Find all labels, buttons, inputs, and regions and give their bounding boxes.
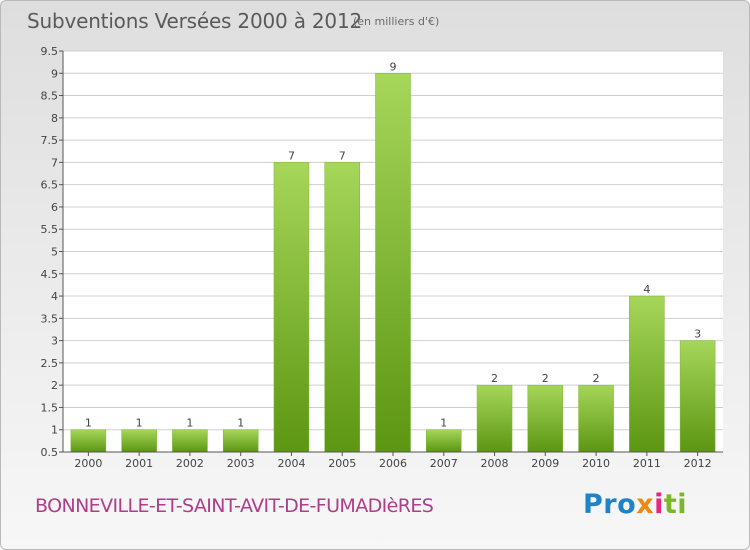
- y-tick-label: 8.5: [41, 90, 59, 103]
- y-tick-label: 1.5: [41, 401, 59, 414]
- x-tick-label: 2004: [277, 457, 305, 470]
- data-label: 2: [593, 372, 600, 385]
- y-tick-label: 9: [51, 67, 58, 80]
- bar: [375, 73, 411, 453]
- data-label: 7: [288, 149, 295, 162]
- y-tick-label: 4: [51, 290, 58, 303]
- axes: [59, 50, 723, 456]
- x-tick-label: 2006: [379, 457, 407, 470]
- logo-part: Pro: [583, 489, 637, 520]
- bar: [629, 295, 665, 453]
- y-tick-label: 1: [51, 424, 58, 437]
- y-tick-label: 7.5: [41, 134, 59, 147]
- x-tick-label: 2009: [531, 457, 559, 470]
- y-tick-label: 3: [51, 335, 58, 348]
- x-tick-label: 2005: [328, 457, 356, 470]
- bar: [222, 429, 259, 453]
- y-tick-label: 4.5: [41, 268, 59, 281]
- x-tick-label: 2000: [74, 457, 102, 470]
- x-tick-label: 2010: [582, 457, 610, 470]
- x-tick-label: 2012: [684, 457, 712, 470]
- chart-title: Subventions Versées 2000 à 2012: [27, 9, 363, 33]
- bar: [324, 162, 360, 453]
- y-tick-label: 2: [51, 379, 58, 392]
- bars: [70, 73, 716, 453]
- data-label: 1: [440, 417, 447, 430]
- proxiti-logo[interactable]: Proxiti: [583, 489, 687, 520]
- bar: [273, 162, 310, 453]
- bar: [172, 429, 208, 453]
- bar: [476, 384, 513, 453]
- bar: [70, 429, 107, 453]
- data-label: 7: [339, 149, 346, 162]
- y-tick-label: 3.5: [41, 312, 59, 325]
- bar: [679, 340, 716, 453]
- data-label: 1: [237, 417, 244, 430]
- y-tick-label: 9.5: [41, 45, 59, 58]
- chart-unit: (en milliers d'€): [353, 15, 440, 28]
- data-label: 3: [694, 328, 701, 341]
- x-tick-label: 2003: [227, 457, 255, 470]
- y-tick-label: 5.5: [41, 223, 59, 236]
- bar: [121, 429, 157, 453]
- bar: [426, 429, 462, 453]
- data-label: 1: [136, 417, 143, 430]
- logo-part: x: [636, 489, 655, 520]
- y-tick-label: 8: [51, 112, 58, 125]
- y-tick-label: 7: [51, 156, 58, 169]
- x-tick-label: 2007: [430, 457, 458, 470]
- y-tick-label: 6.5: [41, 179, 59, 192]
- data-label: 4: [643, 283, 650, 296]
- bar: [527, 384, 564, 453]
- y-tick-label: 0.5: [41, 446, 59, 459]
- data-label: 2: [542, 372, 549, 385]
- commune-name: BONNEVILLE-ET-SAINT-AVIT-DE-FUMADIèRES: [35, 495, 434, 517]
- logo-part: ti: [663, 489, 688, 520]
- data-label: 9: [390, 60, 397, 73]
- x-tick-label: 2001: [125, 457, 153, 470]
- y-tick-label: 2.5: [41, 357, 59, 370]
- bar: [578, 384, 614, 453]
- data-label: 1: [85, 417, 92, 430]
- x-tick-label: 2002: [176, 457, 204, 470]
- y-tick-label: 5: [51, 246, 58, 259]
- x-tick-label: 2008: [481, 457, 509, 470]
- data-label: 2: [491, 372, 498, 385]
- labels: 0.5 1 1.5 2 2.5 3 3.5 4 4.5 5 5.5 6 6.5 7 7.5 8 8.5 9 9.5 1…: [41, 45, 712, 470]
- x-tick-label: 2011: [633, 457, 661, 470]
- logo-part: i: [654, 489, 664, 520]
- data-label: 1: [186, 417, 193, 430]
- y-tick-label: 6: [51, 201, 58, 214]
